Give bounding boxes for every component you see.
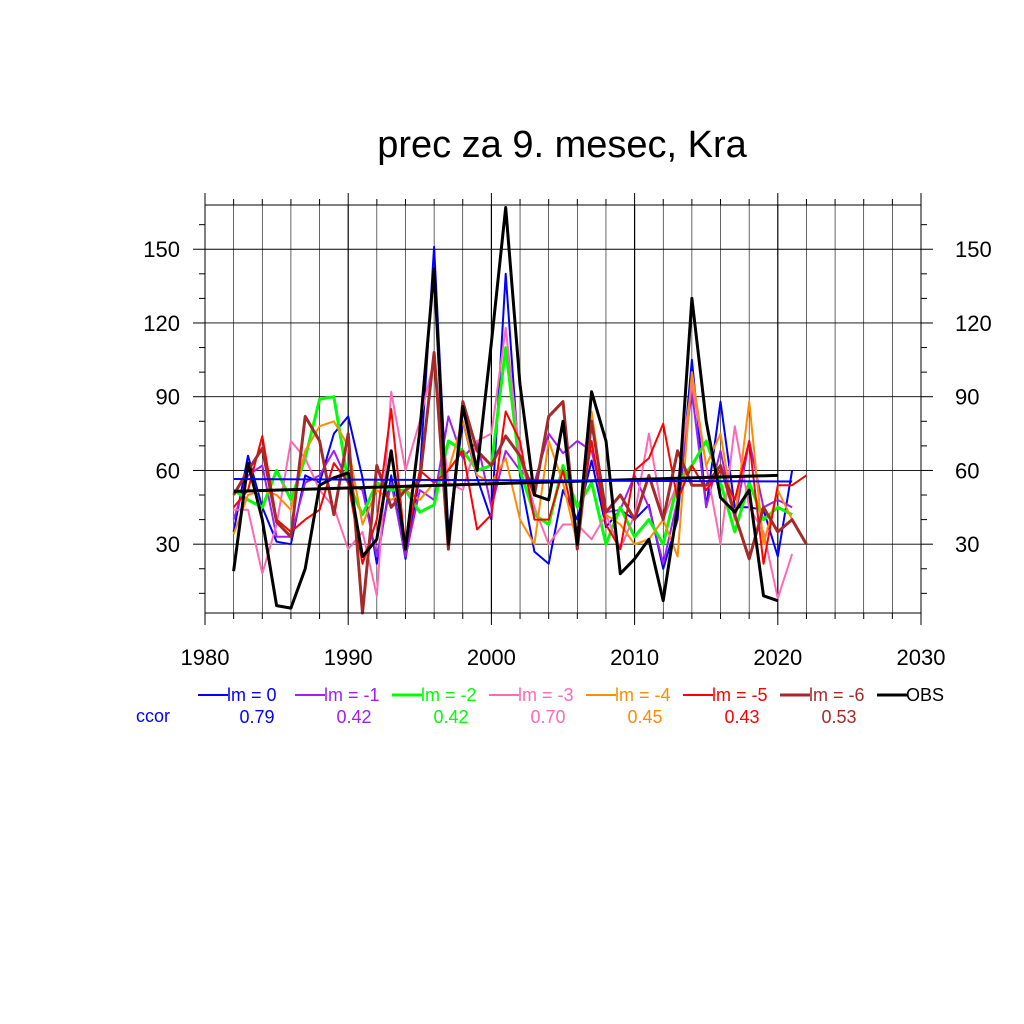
legend-label: lm = -4 xyxy=(615,685,671,705)
grid xyxy=(205,205,921,613)
series-line-0 xyxy=(232,245,794,570)
legend-label: lm = 0 xyxy=(227,685,277,705)
legend-label: lm = -1 xyxy=(324,685,380,705)
ccor-value: 0.79 xyxy=(239,707,274,727)
legend-label: OBS xyxy=(906,685,944,705)
legend-item: lm = -60.53 xyxy=(780,685,865,727)
legend-item: lm = -40.45 xyxy=(586,685,671,727)
y-tick-label-left: 60 xyxy=(156,458,180,483)
chart-title: prec za 9. mesec, Kra xyxy=(377,124,747,166)
axis-ticks xyxy=(193,193,933,625)
legend-item: lm = -50.43 xyxy=(683,685,768,727)
series-line-1 xyxy=(232,390,793,565)
y-tick-label-left: 30 xyxy=(156,532,180,557)
y-tick-label-left: 90 xyxy=(156,385,180,410)
legend-item: lm = -30.70 xyxy=(489,685,574,727)
y-tick-label-left: 150 xyxy=(143,237,180,262)
series-line-2 xyxy=(232,346,793,546)
x-tick-label: 2000 xyxy=(467,645,516,670)
series-line-7 xyxy=(232,206,779,610)
x-tick-label: 2030 xyxy=(897,645,946,670)
legend-item: lm = 00.79 xyxy=(198,685,277,727)
plot-frame xyxy=(204,204,922,614)
y-tick-label-left: 120 xyxy=(143,311,180,336)
y-tick-label-right: 90 xyxy=(955,385,979,410)
trend-line-0 xyxy=(233,473,778,493)
y-tick-label-right: 120 xyxy=(955,311,992,336)
y-tick-label-right: 60 xyxy=(955,458,979,483)
ccor-value: 0.45 xyxy=(627,707,662,727)
x-tick-label: 1990 xyxy=(324,645,373,670)
ccor-value: 0.42 xyxy=(433,707,468,727)
legend-label: lm = -2 xyxy=(421,685,477,705)
legend-item: lm = -20.42 xyxy=(392,685,477,727)
legend-label: lm = -6 xyxy=(809,685,865,705)
trend-lines xyxy=(233,473,793,493)
ccor-value: 0.42 xyxy=(336,707,371,727)
tick-labels: 1980 1990 2000 2010 2020 2030 30 30 60 60 90 90 120 1… xyxy=(143,237,991,670)
x-tick-label: 2020 xyxy=(753,645,802,670)
y-tick-label-right: 150 xyxy=(955,237,992,262)
x-tick-label: 2010 xyxy=(610,645,659,670)
ccor-value: 0.53 xyxy=(821,707,856,727)
legend-item: OBS xyxy=(877,685,944,705)
series-line-4 xyxy=(232,371,793,558)
legend-label: lm = -3 xyxy=(518,685,574,705)
ccor-value: 0.43 xyxy=(724,707,759,727)
ccor-label: ccor xyxy=(136,706,170,726)
trend-line-1 xyxy=(233,478,793,483)
ccor-value: 0.70 xyxy=(530,707,565,727)
x-tick-label: 1980 xyxy=(181,645,230,670)
legend-label: lm = -5 xyxy=(712,685,768,705)
y-tick-label-right: 30 xyxy=(955,532,979,557)
legend-item: lm = -10.42 xyxy=(295,685,380,727)
